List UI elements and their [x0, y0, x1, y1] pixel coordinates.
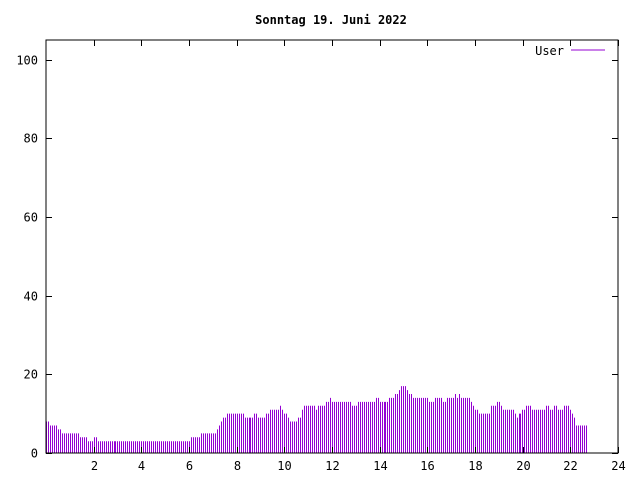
y-tick-label: 80 — [24, 132, 38, 146]
x-tick-label: 4 — [138, 459, 145, 473]
x-tick-label: 14 — [373, 459, 387, 473]
x-tick-label: 6 — [186, 459, 193, 473]
x-tick-label: 22 — [563, 459, 577, 473]
chart-title: Sonntag 19. Juni 2022 — [255, 13, 407, 27]
y-tick-label: 100 — [16, 54, 38, 68]
plot-frame — [45, 39, 619, 454]
axis-ticks-group — [46, 40, 619, 454]
legend-label-user: User — [535, 44, 564, 58]
legend: User — [535, 44, 605, 58]
x-tick-label: 10 — [277, 459, 291, 473]
x-tick-label: 16 — [420, 459, 434, 473]
y-tick-label: 20 — [24, 368, 38, 382]
x-tick-label: 18 — [468, 459, 482, 473]
x-tick-label: 2 — [91, 459, 98, 473]
y-tick-label: 60 — [24, 211, 38, 225]
y-tick-label: 0 — [31, 447, 38, 461]
y-tick-label: 40 — [24, 290, 38, 304]
x-tick-label: 12 — [325, 459, 339, 473]
x-tick-label: 20 — [516, 459, 530, 473]
x-tick-label: 8 — [234, 459, 241, 473]
x-tick-label: 24 — [611, 459, 625, 473]
bar-series-group — [46, 386, 587, 453]
